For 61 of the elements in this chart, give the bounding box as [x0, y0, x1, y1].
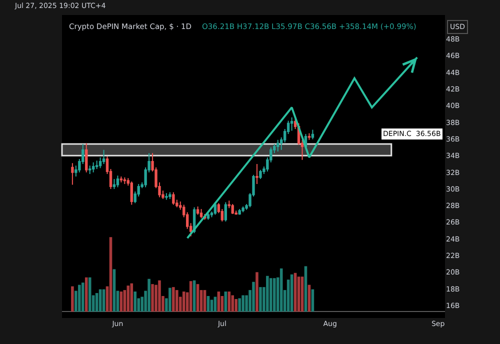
bar	[176, 290, 178, 312]
bar	[273, 278, 276, 312]
candlestick	[102, 149, 106, 164]
candlestick	[85, 142, 88, 173]
candlestick	[311, 129, 314, 140]
candlestick	[290, 116, 294, 132]
bar	[148, 278, 150, 312]
bar	[280, 268, 283, 312]
candlestick	[172, 192, 175, 206]
bar	[130, 283, 134, 312]
bar	[154, 284, 158, 312]
candlestick	[92, 162, 95, 173]
candlestick	[224, 202, 227, 222]
candlestick	[88, 165, 92, 174]
bar	[88, 277, 92, 312]
bar	[168, 288, 172, 312]
candlestick	[116, 175, 120, 188]
bar	[231, 295, 234, 312]
candlestick	[308, 132, 311, 140]
bar	[210, 300, 214, 312]
candlestick	[112, 178, 116, 190]
candlestick	[71, 162, 74, 186]
bar	[297, 276, 300, 312]
candlestick	[165, 192, 168, 200]
candlestick	[123, 176, 126, 184]
candlestick	[200, 208, 203, 219]
bar	[134, 292, 137, 312]
candlestick	[120, 176, 123, 183]
bar	[252, 282, 255, 312]
candlestick	[259, 169, 262, 180]
bar	[300, 276, 304, 312]
candlestick	[238, 208, 241, 216]
bar	[172, 287, 175, 312]
candlestick	[168, 192, 172, 200]
candlestick	[256, 164, 258, 184]
bar	[196, 284, 200, 312]
candlestick	[242, 206, 244, 213]
bar	[82, 282, 84, 312]
bar	[238, 298, 241, 312]
bar	[234, 298, 238, 312]
bar	[259, 287, 262, 312]
bar	[109, 237, 112, 312]
candlestick	[231, 203, 234, 214]
candlestick	[196, 206, 200, 216]
candlestick	[130, 180, 133, 206]
bar	[266, 276, 269, 312]
bar	[151, 284, 154, 312]
bar	[182, 292, 186, 312]
bar	[78, 284, 81, 312]
candlestick	[276, 139, 280, 152]
bar	[158, 280, 161, 312]
bar	[304, 266, 308, 312]
bar	[84, 277, 88, 312]
bar	[112, 269, 116, 312]
bar	[228, 292, 231, 312]
candlestick	[95, 160, 98, 170]
candlestick	[206, 212, 210, 220]
bar	[242, 295, 244, 312]
bar	[270, 278, 272, 312]
bar	[256, 272, 258, 312]
bar	[71, 286, 74, 312]
